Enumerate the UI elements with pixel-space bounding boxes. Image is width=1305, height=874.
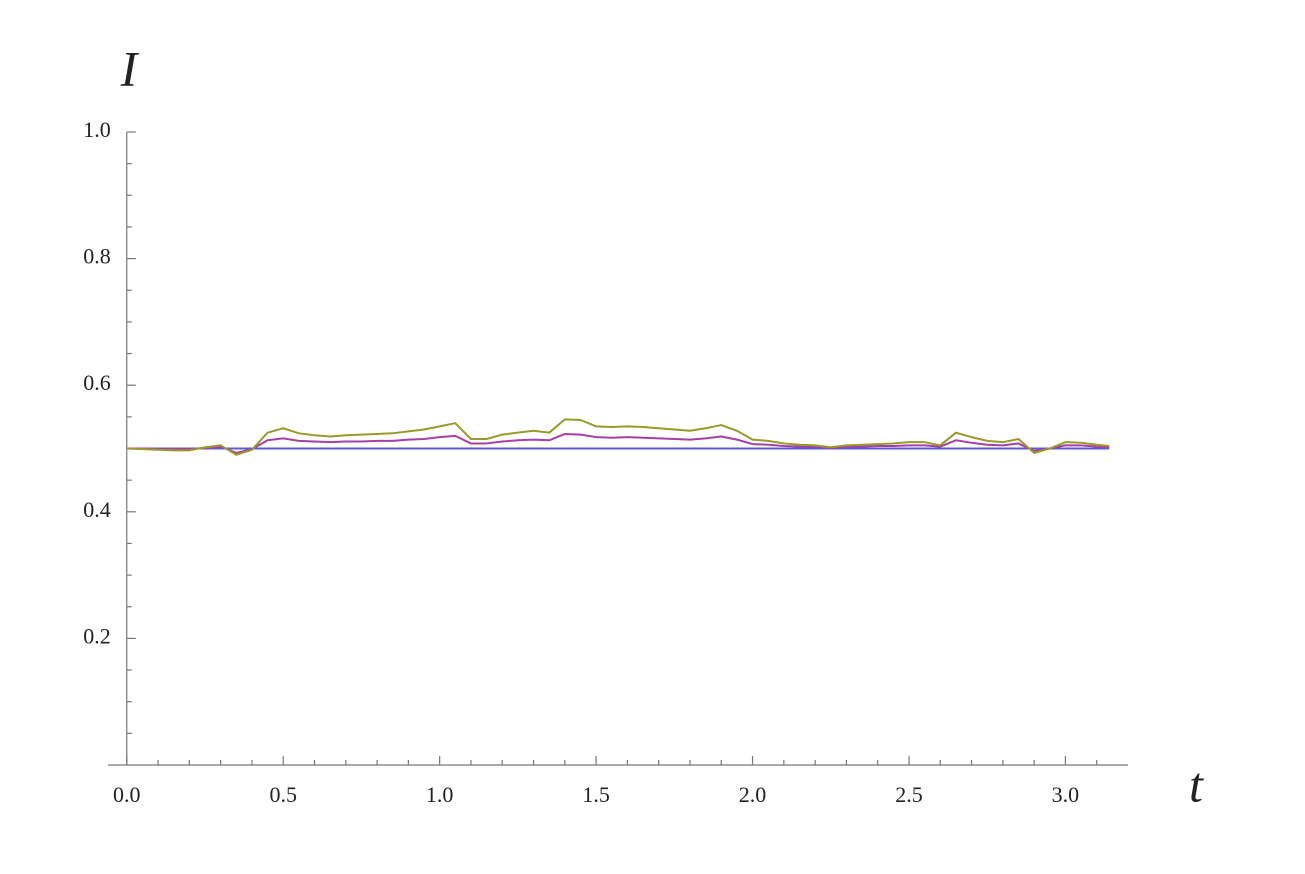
y-tick-label: 0.2 bbox=[83, 623, 111, 648]
y-tick-label: 1.0 bbox=[83, 117, 111, 142]
x-axis-label: t bbox=[1189, 756, 1204, 812]
line-series bbox=[126, 432, 1110, 454]
y-axis-label: I bbox=[120, 40, 140, 96]
x-tick-label: 1.0 bbox=[426, 782, 454, 807]
y-tick-label: 0.8 bbox=[83, 244, 111, 269]
x-tick-label: 1.5 bbox=[582, 782, 610, 807]
y-tick-label: 0.6 bbox=[83, 370, 111, 395]
x-tick-label: 0.0 bbox=[113, 782, 141, 807]
x-tick-label: 2.0 bbox=[739, 782, 767, 807]
y-tick-label: 0.4 bbox=[83, 497, 111, 522]
x-tick-label: 0.5 bbox=[269, 782, 297, 807]
line-series bbox=[126, 418, 1110, 456]
x-tick-label: 2.5 bbox=[895, 782, 923, 807]
x-tick-label: 3.0 bbox=[1052, 782, 1080, 807]
